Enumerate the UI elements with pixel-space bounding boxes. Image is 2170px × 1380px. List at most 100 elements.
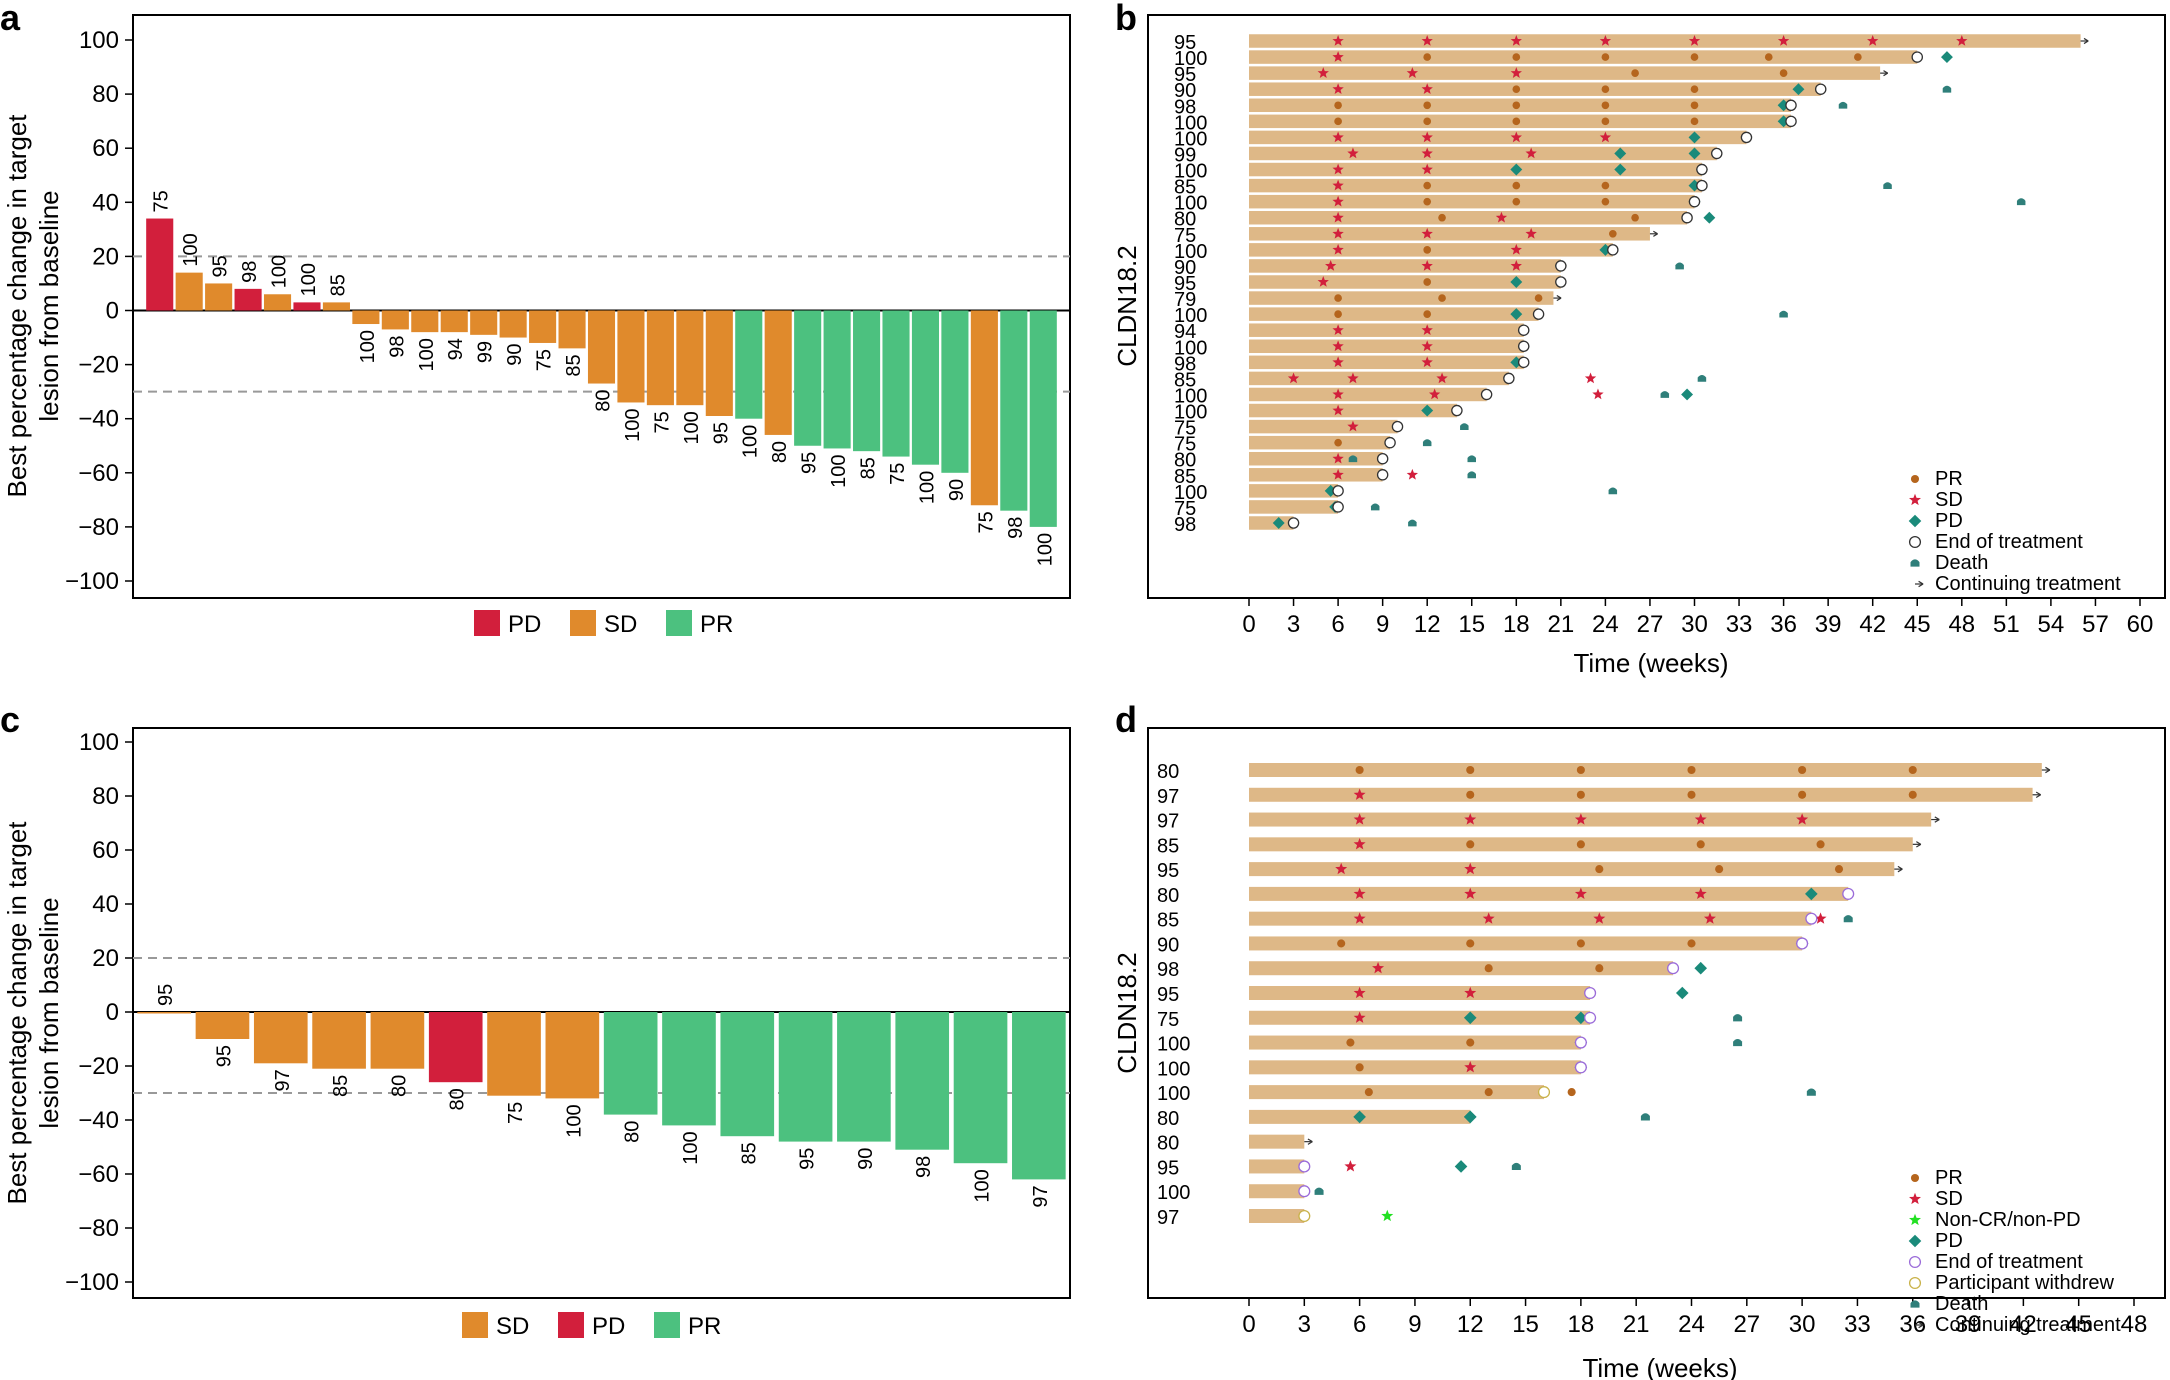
legend-label: PR bbox=[1935, 1167, 1963, 1189]
pr-marker bbox=[1576, 840, 1585, 849]
death-marker bbox=[1942, 85, 1952, 93]
y-tick-label: −40 bbox=[78, 1107, 119, 1134]
patient-row: 80 bbox=[1157, 1133, 1313, 1155]
bar-pd bbox=[146, 218, 174, 311]
sd-marker bbox=[1344, 1160, 1357, 1172]
patient-row: 98 bbox=[1174, 96, 1848, 118]
death-shape bbox=[1467, 455, 1476, 463]
x-tick-label: 12 bbox=[1414, 611, 1441, 638]
death-shape bbox=[1348, 455, 1358, 463]
treatment-duration-bar bbox=[1249, 403, 1457, 418]
treatment-duration-bar bbox=[1249, 763, 2042, 777]
sd-marker bbox=[1332, 211, 1344, 223]
bar-sd bbox=[352, 310, 380, 325]
pr-marker bbox=[1690, 117, 1699, 126]
patient-cldn-label: 85 bbox=[1174, 177, 1196, 199]
treatment-duration-bar bbox=[1249, 1159, 1305, 1174]
x-tick-label: 48 bbox=[2121, 1311, 2148, 1338]
patient-cldn-label: 95 bbox=[1174, 32, 1196, 54]
patient-cldn-label: 75 bbox=[1157, 1009, 1179, 1031]
bar-cldn-label: 98 bbox=[386, 335, 408, 357]
treatment-duration-bar bbox=[1249, 210, 1688, 225]
patient-cldn-label: 75 bbox=[1174, 434, 1196, 456]
sd-marker bbox=[1353, 1011, 1366, 1023]
treatment-duration-bar bbox=[1249, 66, 1881, 80]
legend-label: SD bbox=[1935, 1188, 1963, 1210]
bar-cldn-label: 100 bbox=[298, 263, 320, 296]
bar-cldn-label: 94 bbox=[445, 338, 467, 360]
end-of-treatment-marker bbox=[1332, 485, 1344, 497]
death-marker bbox=[1370, 503, 1380, 511]
patient-cldn-label: 100 bbox=[1174, 385, 1207, 407]
sd-marker bbox=[1332, 51, 1344, 62]
treatment-duration-bar bbox=[1249, 1060, 1581, 1075]
patient-cldn-label: 80 bbox=[1174, 209, 1196, 231]
y-axis-label-line1: Best percentage change in target bbox=[2, 821, 32, 1205]
bar-sd bbox=[970, 310, 998, 506]
pr-marker bbox=[1609, 229, 1617, 238]
treatment-duration-bar bbox=[1249, 355, 1524, 370]
pd-marker bbox=[1510, 276, 1523, 288]
continuing-treatment-arrow bbox=[2032, 791, 2041, 798]
death-shape bbox=[1370, 503, 1380, 511]
pr-marker bbox=[1423, 278, 1432, 286]
sd-marker bbox=[1688, 35, 1701, 46]
bar-sd bbox=[322, 302, 350, 311]
patient-cldn-label: 80 bbox=[1157, 1133, 1179, 1155]
pr-marker bbox=[1337, 939, 1346, 948]
pd-marker bbox=[1777, 115, 1790, 128]
sd-marker bbox=[1599, 35, 1612, 46]
end-of-treatment-marker bbox=[1740, 131, 1753, 144]
continuing-treatment-arrow bbox=[1880, 70, 1889, 77]
non-cr-non-pd-marker bbox=[1909, 1213, 1921, 1226]
bar-sd bbox=[764, 310, 792, 435]
bar-sd bbox=[312, 1012, 366, 1069]
bar-cldn-label: 85 bbox=[563, 354, 585, 376]
pr-marker bbox=[1687, 790, 1696, 799]
x-tick-label: 27 bbox=[1733, 1311, 1760, 1338]
patient-cldn-label: 80 bbox=[1157, 885, 1179, 907]
patient-cldn-label: 95 bbox=[1174, 273, 1196, 295]
arrow-head bbox=[1897, 865, 1903, 873]
bar-cldn-label: 75 bbox=[505, 1102, 527, 1124]
legend-label: Participant withdrew bbox=[1935, 1272, 2115, 1294]
sd-marker bbox=[1353, 838, 1366, 850]
sd-marker bbox=[1510, 67, 1522, 78]
continuing-treatment-arrow bbox=[2041, 766, 2051, 774]
bar-pr bbox=[911, 310, 940, 465]
treatment-duration-bar bbox=[1249, 435, 1391, 450]
pd-marker bbox=[1703, 211, 1716, 224]
patient-cldn-label: 100 bbox=[1174, 337, 1207, 359]
x-tick-label: 39 bbox=[1955, 1311, 1982, 1338]
bar-pr bbox=[1029, 310, 1057, 527]
patient-row: 75 bbox=[1174, 434, 1432, 456]
sd-marker bbox=[1353, 788, 1366, 800]
patient-cldn-label: 75 bbox=[1174, 498, 1196, 520]
x-tick-label: 9 bbox=[1376, 611, 1389, 638]
pr-marker bbox=[1334, 438, 1342, 447]
end-of-treatment-marker bbox=[1298, 1160, 1311, 1173]
death-marker bbox=[1608, 487, 1618, 495]
x-tick-label: 24 bbox=[1678, 1311, 1705, 1338]
bar-pr bbox=[853, 310, 881, 452]
bar-sd bbox=[470, 310, 498, 335]
bar-sd bbox=[705, 310, 733, 416]
sd-marker bbox=[1332, 163, 1344, 175]
sd-marker bbox=[1482, 912, 1495, 924]
patient-row: 79 bbox=[1174, 289, 1562, 311]
treatment-duration-bar bbox=[1249, 34, 2081, 48]
x-tick-label: 57 bbox=[2082, 611, 2109, 638]
sd-marker bbox=[1909, 1192, 1921, 1205]
end-of-treatment-marker bbox=[1391, 420, 1404, 433]
pr-marker bbox=[1334, 101, 1342, 110]
sd-marker bbox=[1510, 243, 1522, 255]
sd-marker bbox=[1332, 404, 1344, 416]
panel-d-swimmer: CLDN18.2 Time (weeks) 0 3 6 9 12 15 18 21 24 27 30… bbox=[1112, 727, 2166, 1380]
legend-label: SD bbox=[496, 1313, 529, 1340]
x-tick-label: 30 bbox=[1681, 611, 1708, 638]
death-shape bbox=[2016, 198, 2026, 206]
sd-marker bbox=[1332, 227, 1344, 239]
death-shape bbox=[1608, 487, 1618, 495]
bar-cldn-label: 75 bbox=[534, 349, 556, 371]
pr-marker bbox=[1355, 765, 1364, 775]
